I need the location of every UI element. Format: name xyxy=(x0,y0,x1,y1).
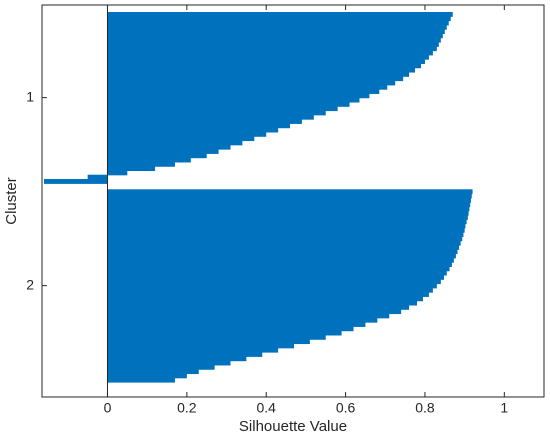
silhouette-bar xyxy=(107,283,437,289)
silhouette-bar xyxy=(107,244,460,250)
silhouette-bar xyxy=(107,274,444,280)
silhouette-bar xyxy=(107,249,458,255)
silhouette-bar xyxy=(107,161,175,167)
silhouette-bar xyxy=(107,80,396,86)
silhouette-bar xyxy=(107,106,338,112)
silhouette-bar xyxy=(107,210,469,216)
silhouette-bar xyxy=(107,223,466,229)
silhouette-bar xyxy=(87,174,108,180)
silhouette-bar xyxy=(107,287,433,293)
x-tick-label: 1 xyxy=(500,400,508,416)
silhouette-bar xyxy=(107,89,380,94)
silhouette-bar xyxy=(107,110,326,116)
silhouette-bar xyxy=(107,292,429,297)
silhouette-bar xyxy=(107,300,418,306)
silhouette-bar xyxy=(107,296,423,302)
silhouette-bar xyxy=(107,377,175,383)
silhouette-bar xyxy=(107,76,404,82)
plot-frame xyxy=(41,4,545,398)
silhouette-bar xyxy=(107,364,215,370)
silhouette-bar xyxy=(107,149,219,154)
silhouette-bar xyxy=(107,330,342,336)
silhouette-bar xyxy=(107,16,451,22)
silhouette-bar xyxy=(107,356,247,362)
silhouette-bar xyxy=(107,232,464,237)
silhouette-bar xyxy=(43,179,108,184)
silhouette-bar xyxy=(107,227,465,233)
silhouette-bar xyxy=(107,50,433,56)
silhouette-bar xyxy=(107,144,231,150)
silhouette-bar xyxy=(107,37,441,43)
silhouette-bar xyxy=(107,189,473,195)
silhouette-bar xyxy=(107,236,463,242)
silhouette-bar xyxy=(107,270,447,276)
silhouette-bar xyxy=(107,170,128,176)
silhouette-bar xyxy=(107,309,402,315)
x-tick-label: 0.8 xyxy=(415,400,435,416)
silhouette-bar xyxy=(107,114,314,120)
silhouette-bar xyxy=(107,59,425,64)
silhouette-bar xyxy=(107,46,437,52)
silhouette-bar xyxy=(107,20,449,26)
silhouette-bar xyxy=(107,119,302,124)
silhouette-bar xyxy=(107,93,370,99)
silhouette-bar xyxy=(107,266,450,272)
silhouette-bar xyxy=(107,193,472,199)
silhouette-bar xyxy=(107,202,471,208)
silhouette-bar xyxy=(107,157,191,163)
silhouette-bar xyxy=(107,360,231,366)
x-tick-label: 0.6 xyxy=(336,400,356,416)
silhouette-bar xyxy=(107,257,454,263)
x-tick-label: 0 xyxy=(104,400,112,416)
silhouette-bar xyxy=(107,101,350,107)
silhouette-bar xyxy=(107,369,199,375)
silhouette-bar xyxy=(107,343,294,349)
silhouette-bar xyxy=(107,131,267,137)
silhouette-bar xyxy=(107,33,443,39)
silhouette-bar xyxy=(107,136,255,142)
silhouette-bar xyxy=(107,262,452,267)
silhouette-bar xyxy=(107,322,366,327)
y-axis-label: Cluster xyxy=(3,177,20,225)
silhouette-bar xyxy=(107,313,390,319)
silhouette-bar xyxy=(107,123,291,129)
silhouette-bar xyxy=(107,24,447,30)
silhouette-bar xyxy=(107,127,279,133)
silhouette-bar xyxy=(107,347,279,353)
x-axis-label: Silhouette Value xyxy=(239,418,347,435)
silhouette-bar xyxy=(107,197,471,203)
silhouette-bar xyxy=(107,373,187,379)
y-tick-label: 2 xyxy=(26,276,34,292)
silhouette-bar xyxy=(107,219,467,225)
silhouette-bar xyxy=(107,339,310,345)
silhouette-bar xyxy=(107,304,410,310)
silhouette-bar xyxy=(107,253,456,259)
silhouette-bar xyxy=(107,317,378,323)
silhouette-bar xyxy=(107,97,360,103)
silhouette-bar xyxy=(107,140,243,146)
silhouette-bar xyxy=(107,214,468,220)
silhouette-bar xyxy=(107,54,429,60)
silhouette-bar xyxy=(107,279,441,285)
silhouette-bar xyxy=(107,334,326,340)
silhouette-bar xyxy=(107,41,439,47)
silhouette-bar xyxy=(107,166,156,172)
x-tick-label: 0.4 xyxy=(256,400,276,416)
silhouette-bar xyxy=(107,84,388,90)
silhouette-bar xyxy=(107,67,416,73)
silhouette-bar xyxy=(107,63,421,69)
silhouette-bar xyxy=(107,12,453,17)
x-tick-label: 0.2 xyxy=(177,400,197,416)
silhouette-bar xyxy=(107,71,410,77)
silhouette-bar xyxy=(107,240,461,246)
silhouette-bar xyxy=(107,206,470,212)
silhouette-bar xyxy=(107,29,445,35)
silhouette-bar xyxy=(107,352,263,357)
silhouette-bar xyxy=(107,153,207,159)
y-tick-label: 1 xyxy=(26,88,34,104)
silhouette-bar xyxy=(107,326,354,332)
